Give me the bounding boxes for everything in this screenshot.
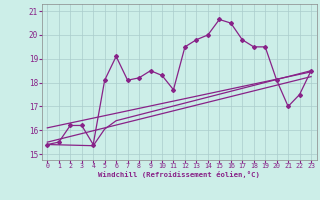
X-axis label: Windchill (Refroidissement éolien,°C): Windchill (Refroidissement éolien,°C) [98,171,260,178]
